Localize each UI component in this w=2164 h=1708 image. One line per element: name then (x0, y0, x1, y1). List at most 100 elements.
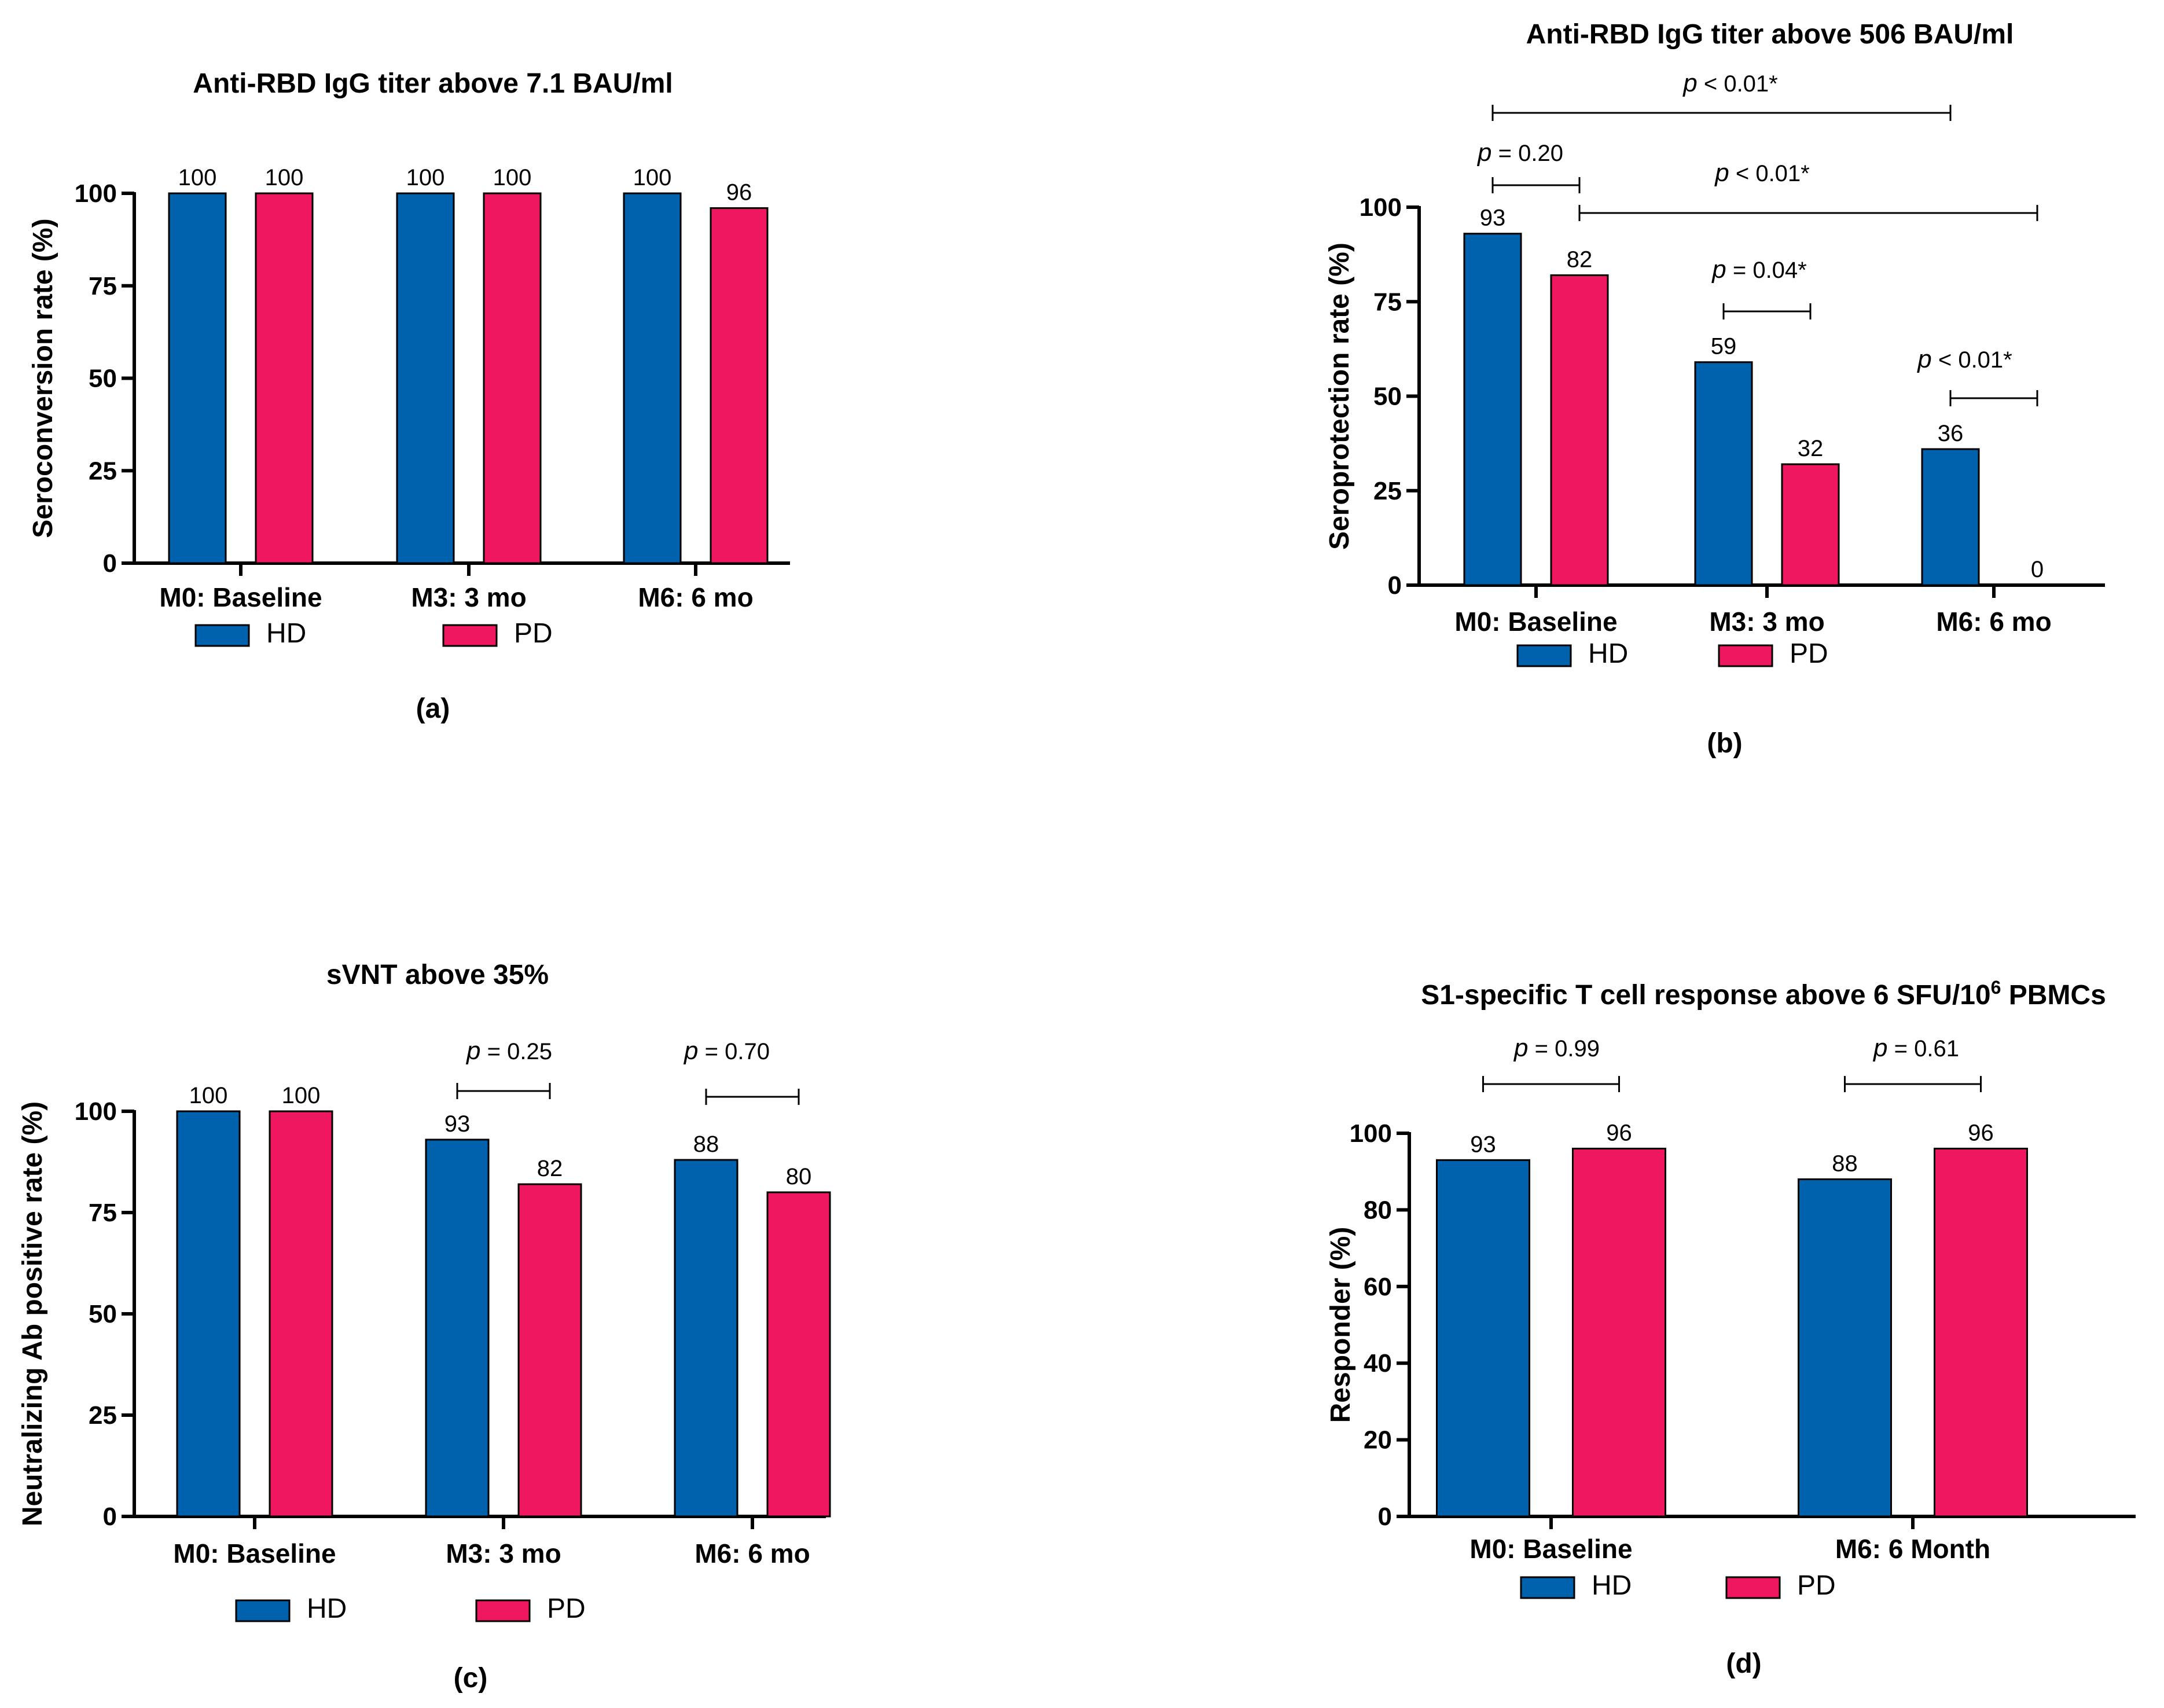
p-value-label: p < 0.01* (1682, 69, 1778, 97)
legend-label: HD (266, 618, 306, 649)
p-symbol: p (1714, 159, 1729, 187)
bar-pd (1934, 1147, 2028, 1518)
bar-hd (674, 1159, 739, 1518)
bar-pd (1572, 1147, 1666, 1518)
data-label: 96 (1606, 1120, 1632, 1145)
x-category-label: M3: 3 mo (1709, 607, 1824, 637)
legend-swatch-hd (1520, 1576, 1575, 1599)
p-value-label: p = 0.61 (1872, 1034, 1959, 1062)
data-label: 88 (1832, 1151, 1858, 1176)
x-category-label: M0: Baseline (173, 1538, 336, 1569)
legend-label: HD (1588, 638, 1628, 669)
p-value-label: p = 0.20 (1476, 138, 1563, 167)
p-value-label: p < 0.01* (1916, 345, 2012, 373)
chart-title: sVNT above 35% (326, 960, 549, 990)
bar-hd (1436, 1159, 1530, 1518)
legend-label: HD (1592, 1570, 1632, 1601)
bar-hd (623, 192, 682, 564)
y-tick-label: 25 (89, 457, 117, 485)
legend-swatch-pd (442, 624, 498, 647)
p-value-text: = 0.99 (1529, 1036, 1600, 1061)
chart-a: Anti-RBD IgG titer above 7.1 BAU/ml 0 25 50… (28, 68, 790, 724)
legend-label: PD (547, 1593, 586, 1624)
p-value-label: p = 0.99 (1513, 1034, 1600, 1062)
chart-d: S1-specific T cell response above 6 SFU/… (1325, 977, 2136, 1679)
y-axis-label: Responder (%) (1325, 1227, 1356, 1423)
p-symbol: p (1513, 1034, 1528, 1062)
y-tick-label: 50 (1373, 383, 1402, 411)
y-tick-label: 20 (1364, 1426, 1392, 1454)
p-value-text: < 0.01* (1698, 71, 1778, 97)
y-tick-label: 100 (75, 179, 117, 208)
p-value-label: p = 0.70 (683, 1037, 770, 1065)
chart-title-sup: 6 (1991, 977, 2001, 998)
data-label: 59 (1711, 334, 1737, 359)
p-value-text: = 0.61 (1888, 1036, 1959, 1061)
y-tick-label: 0 (1388, 571, 1402, 600)
bar-hd (1921, 448, 1980, 586)
x-category-label: M0: Baseline (159, 582, 322, 612)
legend-swatch-pd (1718, 644, 1773, 667)
y-tick-label: 0 (103, 1503, 117, 1531)
chart-b: Anti-RBD IgG titer above 506 BAU/ml 0 25 50… (1324, 19, 2105, 759)
bar-pd (766, 1191, 831, 1518)
bar-pd (255, 192, 314, 564)
bar-pd (1550, 274, 1609, 586)
chart-c: sVNT above 35% 0 25 50 75 100 Neutralizing Ab … (17, 960, 831, 1694)
p-value-text: < 0.01* (1729, 161, 1810, 186)
legend-label: PD (514, 618, 553, 649)
data-label: 100 (493, 165, 532, 190)
data-label: 0 (2031, 557, 2044, 582)
x-category-label: M6: 6 Month (1835, 1534, 1990, 1564)
data-label: 88 (693, 1132, 719, 1157)
y-tick-label: 50 (89, 1300, 117, 1328)
legend-swatch-hd (235, 1599, 291, 1622)
data-label: 93 (1480, 205, 1506, 231)
y-tick-label: 25 (89, 1401, 117, 1430)
x-category-label: M3: 3 mo (411, 582, 526, 612)
p-value-text: = 0.25 (481, 1039, 552, 1064)
chart-title: Anti-RBD IgG titer above 7.1 BAU/ml (193, 68, 673, 99)
data-label: 93 (1470, 1132, 1496, 1157)
y-tick-label: 100 (1360, 193, 1402, 222)
legend-swatch-hd (194, 624, 250, 647)
y-tick-label: 40 (1364, 1349, 1392, 1378)
y-tick-label: 25 (1373, 477, 1402, 505)
y-axis-label: Seroconversion rate (%) (28, 218, 58, 538)
y-tick-label: 100 (75, 1097, 117, 1126)
p-symbol: p (683, 1037, 698, 1065)
data-label: 96 (726, 180, 752, 205)
bar-pd (1781, 463, 1840, 586)
x-category-label: M0: Baseline (1454, 607, 1617, 637)
x-category-label: M6: 6 mo (638, 582, 753, 612)
bar-pd (517, 1183, 582, 1518)
y-tick-label: 75 (89, 272, 117, 300)
chart-title: Anti-RBD IgG titer above 506 BAU/ml (1526, 19, 2014, 50)
data-label: 82 (1567, 247, 1593, 273)
y-tick-label: 0 (1378, 1503, 1392, 1531)
y-tick-label: 0 (103, 549, 117, 578)
x-category-label: M3: 3 mo (446, 1538, 561, 1569)
y-tick-label: 75 (1373, 288, 1402, 316)
p-symbol: p (1682, 69, 1697, 97)
panel-label: (a) (416, 693, 450, 724)
p-value-label: p = 0.25 (465, 1037, 552, 1065)
p-value-label: p < 0.01* (1714, 159, 1810, 187)
bar-hd (1463, 233, 1522, 586)
y-tick-label: 100 (1350, 1119, 1392, 1148)
data-label: 36 (1938, 421, 1964, 446)
legend-swatch-pd (475, 1599, 531, 1622)
p-symbol: p (465, 1037, 480, 1065)
y-axis-label: Neutralizing Ab positive rate (%) (17, 1101, 48, 1526)
x-category-label: M0: Baseline (1469, 1534, 1632, 1564)
legend-swatch-hd (1516, 644, 1572, 667)
p-symbol: p (1711, 255, 1726, 284)
y-tick-label: 60 (1364, 1273, 1392, 1301)
data-label: 80 (786, 1164, 812, 1189)
x-category-label: M6: 6 mo (695, 1538, 810, 1569)
legend-label: PD (1790, 638, 1828, 669)
bar-hd (1798, 1178, 1892, 1518)
panel-label: (c) (454, 1663, 488, 1694)
chart-title: S1-specific T cell response above 6 SFU/… (1421, 977, 2106, 1011)
